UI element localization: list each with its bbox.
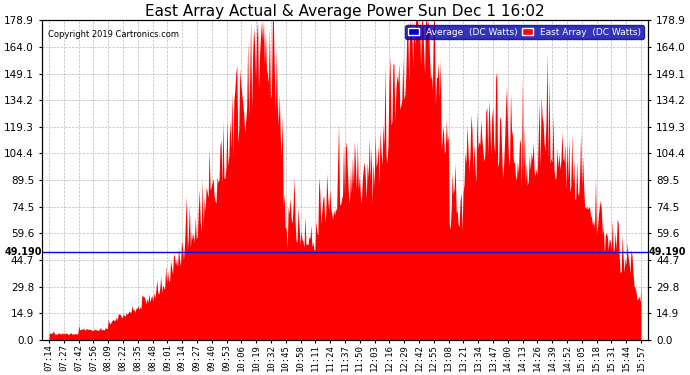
Text: 49.190: 49.190 <box>4 247 41 257</box>
Text: Copyright 2019 Cartronics.com: Copyright 2019 Cartronics.com <box>48 30 179 39</box>
Title: East Array Actual & Average Power Sun Dec 1 16:02: East Array Actual & Average Power Sun De… <box>145 4 545 19</box>
Text: 49.190: 49.190 <box>649 247 686 257</box>
Legend: Average  (DC Watts), East Array  (DC Watts): Average (DC Watts), East Array (DC Watts… <box>405 25 644 39</box>
